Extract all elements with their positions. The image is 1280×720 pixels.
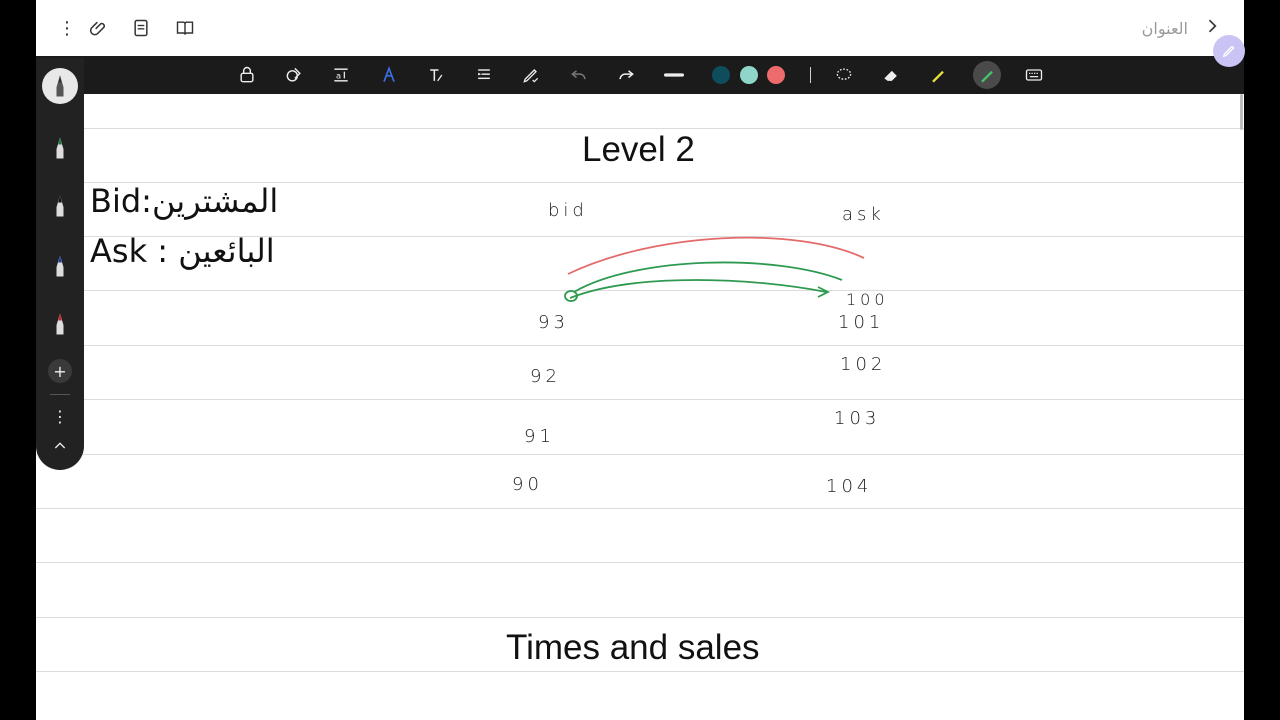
- marker-icon[interactable]: [973, 61, 1001, 89]
- keyboard-icon[interactable]: [1022, 63, 1046, 87]
- green-arrowhead: [817, 286, 831, 298]
- ruled-line: [36, 617, 1244, 618]
- pen-1[interactable]: [40, 64, 80, 108]
- ruled-line: [36, 399, 1244, 400]
- pen-4[interactable]: [40, 244, 80, 288]
- pen-icon: [1222, 45, 1235, 58]
- color-swatch-red[interactable]: [767, 66, 785, 84]
- note-page[interactable]: ⋮ العنوان a: [36, 0, 1244, 720]
- pen-toolbar: a: [36, 56, 1244, 94]
- lock-icon[interactable]: [235, 63, 259, 87]
- float-pen-button[interactable]: [1213, 35, 1245, 67]
- pen-tip-icon: [56, 195, 64, 217]
- ruled-line: [36, 345, 1244, 346]
- bid-price: 90: [512, 474, 543, 495]
- pen-2[interactable]: [40, 126, 80, 170]
- svg-text:a: a: [336, 70, 341, 80]
- bid-definition[interactable]: Bid:المشترين: [90, 182, 279, 220]
- ruled-line: [36, 128, 1244, 129]
- highlighter-icon[interactable]: [926, 63, 950, 87]
- add-pen-icon[interactable]: +: [48, 359, 72, 383]
- redo-icon[interactable]: [614, 63, 638, 87]
- align-icon[interactable]: [472, 63, 496, 87]
- red-arc-stroke: [567, 236, 865, 275]
- more-vert-icon[interactable]: ⋮: [58, 17, 76, 39]
- shapes-icon[interactable]: [282, 63, 306, 87]
- bid-price: 93: [538, 312, 569, 333]
- lasso-icon[interactable]: [832, 63, 856, 87]
- level2-heading[interactable]: Level 2: [582, 130, 695, 169]
- pen-edit-icon[interactable]: [519, 63, 543, 87]
- handwritten-ask: ask: [842, 204, 885, 225]
- ask-definition[interactable]: Ask : البائعين: [90, 232, 275, 270]
- ask-price: 102: [840, 354, 887, 375]
- rail-divider: [50, 394, 70, 395]
- ink-strokes: [564, 236, 865, 302]
- pen-rail: + ⋮: [36, 58, 84, 470]
- note-title[interactable]: العنوان: [1141, 18, 1188, 38]
- bid-price: 92: [530, 366, 561, 387]
- handwritten-bid: bid: [548, 200, 588, 221]
- top-bar: ⋮ العنوان: [36, 0, 1244, 56]
- title-area[interactable]: العنوان: [1142, 14, 1222, 42]
- ask-price: 100: [846, 290, 889, 309]
- screen-edge: [1244, 0, 1280, 720]
- pen-tip-icon: [56, 255, 64, 277]
- chevron-right-icon[interactable]: [1202, 16, 1222, 41]
- ask-price: 101: [838, 312, 885, 333]
- bid-price: 91: [524, 426, 555, 447]
- pen-3[interactable]: [40, 184, 80, 228]
- pen-icon[interactable]: [377, 63, 401, 87]
- ruled-line: [36, 182, 1244, 183]
- ask-price: 104: [826, 476, 873, 497]
- text-style-icon[interactable]: [424, 63, 448, 87]
- pen-tip-icon: [56, 137, 64, 159]
- green-arc-stroke: [573, 261, 843, 293]
- book-icon[interactable]: [174, 17, 196, 39]
- undo-icon[interactable]: [567, 63, 591, 87]
- green-circle-stroke: [564, 290, 578, 302]
- color-swatch-mint[interactable]: [740, 66, 758, 84]
- stroke-width-icon[interactable]: [662, 63, 686, 87]
- ruled-line: [36, 508, 1244, 509]
- ruled-line: [36, 562, 1244, 563]
- toolbar-divider: [810, 67, 811, 83]
- chevron-up-icon[interactable]: [48, 434, 72, 458]
- pen-tip-icon: [56, 313, 64, 335]
- ask-price: 103: [834, 408, 881, 429]
- pen-tip-icon: [56, 75, 64, 97]
- green-arrow-stroke: [569, 279, 827, 299]
- ruled-line: [36, 290, 1244, 291]
- page-icon[interactable]: [130, 17, 152, 39]
- more-vert-icon[interactable]: ⋮: [52, 406, 68, 426]
- color-swatch-teal[interactable]: [712, 66, 730, 84]
- ruled-line: [36, 454, 1244, 455]
- attachment-icon[interactable]: [88, 17, 110, 39]
- scrollbar[interactable]: [1240, 94, 1243, 130]
- pen-5[interactable]: [40, 302, 80, 346]
- text-box-icon[interactable]: a: [329, 63, 353, 87]
- times-and-sales-heading[interactable]: Times and sales: [506, 628, 760, 667]
- ruled-line: [36, 671, 1244, 672]
- eraser-icon[interactable]: [879, 63, 903, 87]
- ruled-line: [36, 236, 1244, 237]
